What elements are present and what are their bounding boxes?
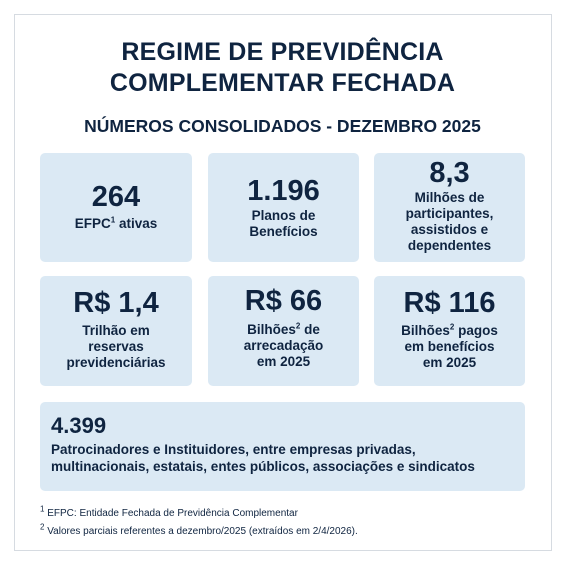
footnote: 1 EFPC: Entidade Fechada de Previdência … [40, 505, 540, 523]
title-line-2: COMPLEMENTAR FECHADA [109, 69, 456, 97]
stat-value: 264 [91, 181, 141, 213]
stat-label-line: em 2025 [256, 354, 311, 369]
stat-label-line: multinacionais, estatais, entes públicos… [51, 459, 475, 474]
stat-value: R$ 1,4 [73, 287, 159, 319]
stat-label-line: participantes, [405, 206, 494, 221]
stat-label-text: ativas [118, 216, 158, 231]
stat-label-line: arrecadação [243, 338, 324, 353]
stat-value: 8,3 [429, 157, 470, 189]
stat-label: Bilhões2 de arrecadação em 2025 [244, 322, 324, 370]
stat-label-line: Bilhões2 de [244, 322, 324, 338]
stat-value: R$ 66 [244, 285, 323, 317]
stat-label-line: Patrocinadores e Instituidores, entre em… [51, 442, 416, 457]
stat-label-text: Bilhões [247, 322, 296, 337]
stat-label-line: Trilhão em [82, 323, 150, 338]
stat-value: 4.399 [51, 413, 107, 438]
stat-label-text: pagos [458, 323, 498, 338]
stat-label-line: Planos de [251, 208, 316, 223]
stat-card-participants: 8,3 Milhões de participantes, assistidos… [374, 153, 525, 262]
footnote-marker: 2 [295, 321, 301, 331]
stat-label-line: em benefícios [404, 339, 495, 354]
stat-value: R$ 116 [403, 287, 496, 319]
page-subtitle: NÚMEROS CONSOLIDADOS - DEZEMBRO 2025 [84, 116, 481, 136]
stat-label-line: previdenciárias [66, 355, 166, 370]
stat-label-text: EFPC [74, 216, 111, 231]
stat-label-text: de [304, 322, 320, 337]
stat-label-text: Bilhões [401, 323, 450, 338]
stat-label-line: em 2025 [422, 355, 477, 370]
footnotes: 1 EFPC: Entidade Fechada de Previdência … [40, 505, 540, 541]
footnote-marker: 2 [449, 322, 455, 332]
footnote-marker: 2 [40, 522, 45, 532]
stat-label: Milhões de participantes, assistidos e d… [406, 190, 494, 254]
title-line-1: REGIME DE PREVIDÊNCIA [121, 38, 444, 66]
stat-label-line: Benefícios [249, 224, 318, 239]
stat-card-sponsors: 4.399 Patrocinadores e Instituidores, en… [40, 402, 525, 491]
stat-label: Planos de Benefícios [249, 208, 317, 240]
footnote-text: EFPC: Entidade Fechada de Previdência Co… [47, 508, 298, 519]
stat-label-line: assistidos e [410, 222, 489, 237]
stat-label-line: Milhões de [414, 190, 485, 205]
stat-card-efpc: 264 EFPC1 ativas [40, 153, 192, 262]
stat-label-line: reservas [88, 339, 144, 354]
stat-label-line: dependentes [407, 238, 492, 253]
footnote: 2 Valores parciais referentes a dezembro… [40, 523, 540, 541]
stat-card-contributions: R$ 66 Bilhões2 de arrecadação em 2025 [208, 276, 359, 386]
stat-card-benefits-paid: R$ 116 Bilhões2 pagos em benefícios em 2… [374, 276, 525, 386]
stat-label: EFPC1 ativas [75, 216, 158, 232]
footnote-text: Valores parciais referentes a dezembro/2… [47, 526, 358, 537]
stat-label: Bilhões2 pagos em benefícios em 2025 [401, 323, 498, 371]
stat-value: 1.196 [247, 175, 320, 207]
footnote-marker: 1 [110, 215, 116, 225]
stat-card-reserves: R$ 1,4 Trilhão em reservas previdenciári… [40, 276, 192, 386]
stat-card-plans: 1.196 Planos de Benefícios [208, 153, 359, 262]
stat-label-line: Bilhões2 pagos [401, 323, 498, 339]
page-title: REGIME DE PREVIDÊNCIA COMPLEMENTAR FECHA… [0, 37, 565, 99]
stat-label: Trilhão em reservas previdenciárias [66, 323, 165, 371]
footnote-marker: 1 [40, 504, 45, 514]
